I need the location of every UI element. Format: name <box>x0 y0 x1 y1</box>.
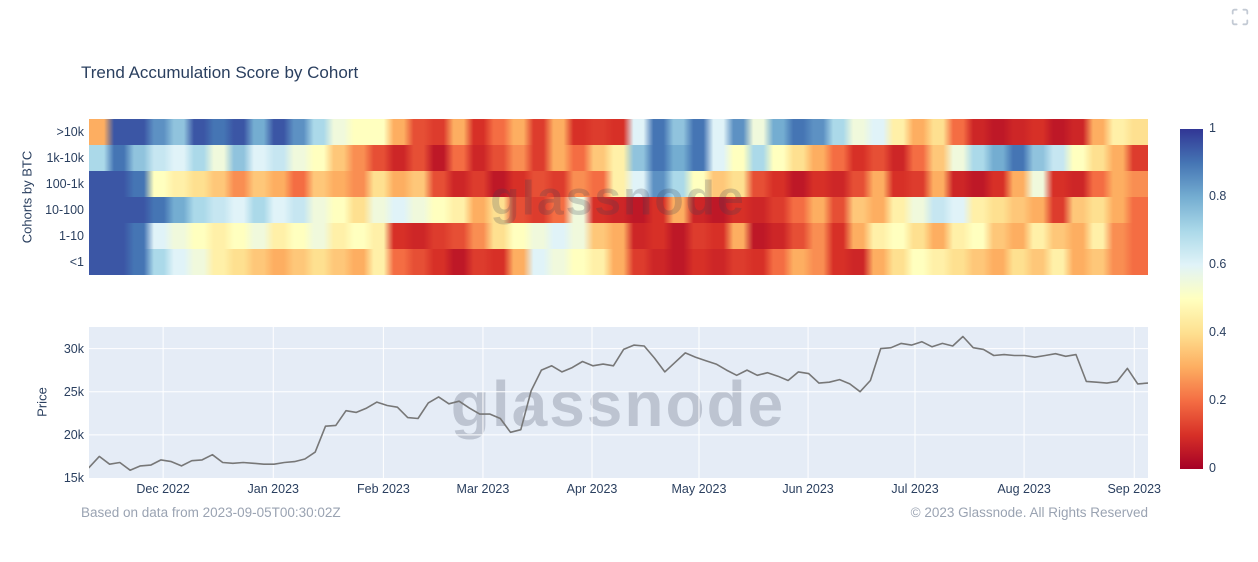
price-ytick-label: 15k <box>63 471 84 485</box>
heatmap-ytick-label: 100-1k <box>45 177 84 191</box>
price-line-plot[interactable]: glassnode <box>89 327 1148 478</box>
colorbar-tick-label: 0.8 <box>1209 189 1227 203</box>
price-ytick-label: 25k <box>63 384 84 399</box>
xaxis-tick-label: Mar 2023 <box>456 482 510 496</box>
heatmap-ytick-label: <1 <box>69 255 84 269</box>
xaxis-tick-label: Apr 2023 <box>566 482 618 496</box>
colorbar-tick-label: 0.6 <box>1209 257 1227 271</box>
colorbar <box>1180 129 1203 469</box>
xaxis-tick-label: Feb 2023 <box>356 482 410 496</box>
heatmap-row-100-1k[interactable] <box>89 171 1148 197</box>
data-timestamp-note: Based on data from 2023-09-05T00:30:02Z <box>81 505 341 520</box>
heatmap-row-<1[interactable] <box>89 249 1148 275</box>
heatmap-row-10-100[interactable] <box>89 197 1148 223</box>
xaxis-tick-label: Jul 2023 <box>891 482 939 496</box>
xaxis-tick-label: Jun 2023 <box>782 482 834 496</box>
heatmap-row-1k-10k[interactable] <box>89 145 1148 171</box>
heatmap-ytick-label: >10k <box>56 125 84 139</box>
fullscreen-icon[interactable] <box>1231 8 1249 26</box>
price-ytick-label: 30k <box>63 341 84 356</box>
colorbar-tick-label: 0.2 <box>1209 393 1227 407</box>
chart-title: Trend Accumulation Score by Cohort <box>81 63 359 82</box>
xaxis-tick-label: Aug 2023 <box>997 482 1051 496</box>
colorbar-tick-label: 1 <box>1209 121 1216 135</box>
price-chart-svg <box>89 327 1148 478</box>
price-line-series <box>89 335 1148 471</box>
xaxis-tick-label: Sep 2023 <box>1107 482 1161 496</box>
heatmap-ytick-label: 1-10 <box>58 229 84 243</box>
cohort-heatmap-plot[interactable] <box>89 119 1148 275</box>
heatmap-row->10k[interactable] <box>89 119 1148 145</box>
colorbar-tick-label: 0 <box>1209 461 1216 475</box>
xaxis-tick-label: Dec 2022 <box>136 482 190 496</box>
colorbar-tick-label: 0.4 <box>1209 325 1227 339</box>
copyright-note: © 2023 Glassnode. All Rights Reserved <box>910 505 1148 520</box>
heatmap-ytick-labels: >10k 1k-10k 100-1k 10-100 1-10 <1 <box>0 119 84 275</box>
xaxis-tick-label: Jan 2023 <box>247 482 299 496</box>
heatmap-ytick-label: 1k-10k <box>46 151 84 165</box>
heatmap-row-1-10[interactable] <box>89 223 1148 249</box>
heatmap-ytick-label: 10-100 <box>45 203 84 217</box>
xaxis-tick-label: May 2023 <box>671 482 727 496</box>
price-ytick-label: 20k <box>63 427 84 442</box>
